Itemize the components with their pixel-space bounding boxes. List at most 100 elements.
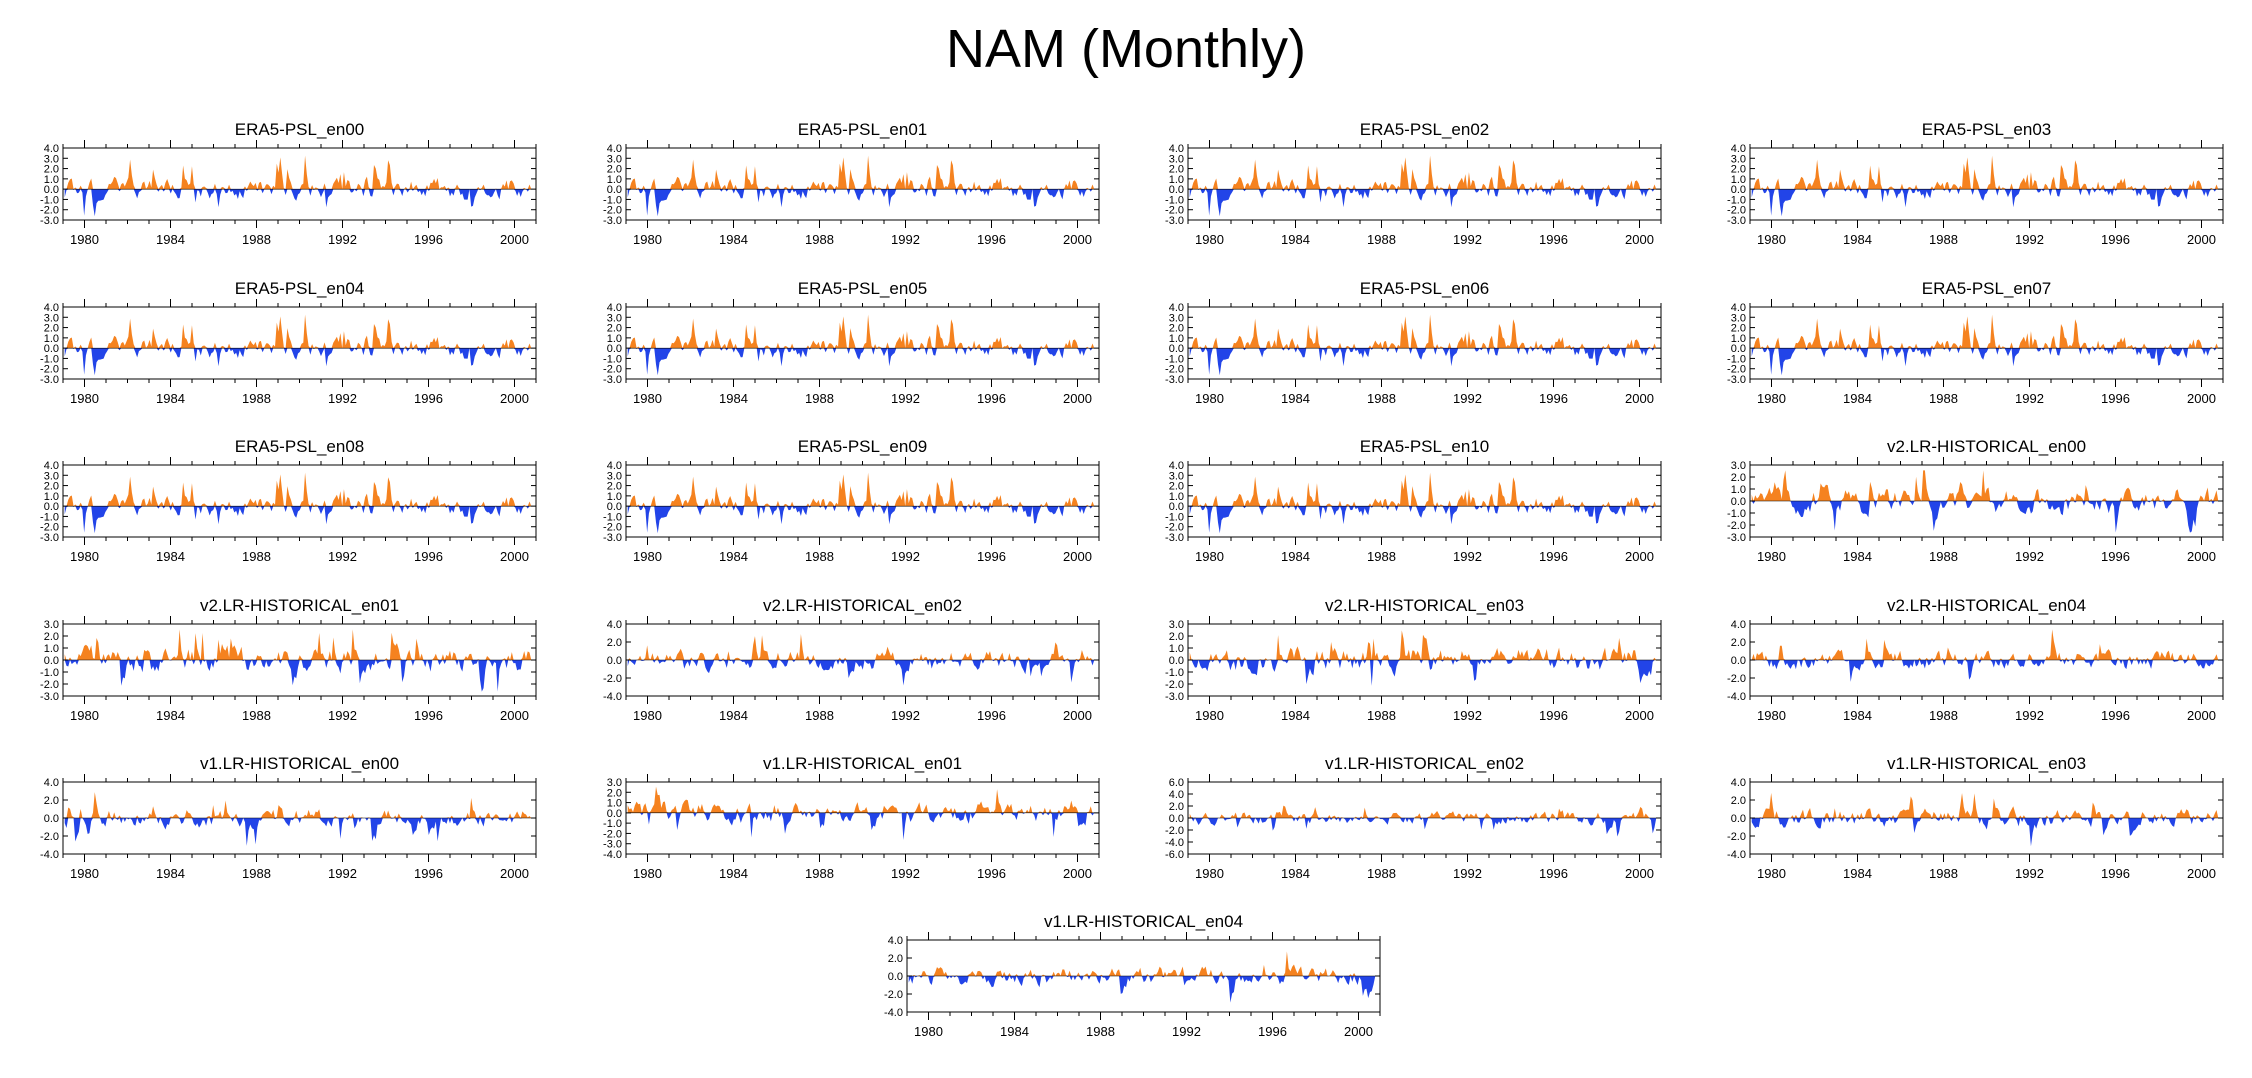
positive-area [64,792,532,818]
x-tick-label: 1992 [1172,1024,1201,1039]
positive-area [908,951,1376,976]
x-tick-label: 2000 [1063,708,1092,723]
y-tick-label: 0.0 [44,813,59,825]
x-tick-label: 2000 [500,866,529,881]
y-tick-label: 2.0 [1731,164,1746,176]
x-tick-label: 1984 [719,391,748,406]
chart-panel: ERA5-PSL_en07 -3.0-2.0-1.00.01.02.03.04.0… [1727,279,2224,406]
x-tick-label: 1984 [156,391,185,406]
x-tick-label: 1980 [70,866,99,881]
y-tick-label: 3.0 [44,153,59,165]
x-tick-label: 1988 [1929,708,1958,723]
y-tick-label: 1.0 [1731,174,1746,186]
x-tick-label: 2000 [500,549,529,564]
x-tick-label: 2000 [1625,866,1654,881]
x-tick-label: 1980 [1195,866,1224,881]
x-tick-label: 1980 [70,549,99,564]
y-tick-label: 3.0 [44,470,59,482]
plot-frame [625,781,1100,855]
panel-title: ERA5-PSL_en07 [1922,279,2051,298]
chart-panel: v2.LR-HISTORICAL_en02 -4.0 -2.0 0.0 2.0 4.0 19… [603,596,1100,723]
x-tick-label: 1980 [70,232,99,247]
x-tick-label: 1984 [1843,549,1872,564]
x-tick-label: 1980 [1195,232,1224,247]
x-tick-label: 1992 [1453,549,1482,564]
y-tick-label: -3.0 [40,532,59,544]
y-tick-label: 2.0 [44,481,59,493]
panel-title: v1.LR-HISTORICAL_en01 [763,754,962,773]
y-tick-label: 3.0 [607,777,622,789]
x-tick-label: 1996 [414,866,443,881]
y-tick-label: -2.0 [1165,825,1184,837]
x-tick-label: 1996 [977,391,1006,406]
y-tick-label: 1.0 [1169,491,1184,503]
x-tick-label: 1988 [1367,391,1396,406]
x-tick-label: 1996 [2101,549,2130,564]
x-tick-label: 1984 [156,549,185,564]
panel-title: v2.LR-HISTORICAL_en04 [1887,596,2086,615]
y-tick-label: -3.0 [603,374,622,386]
x-tick-label: 1992 [2015,391,2044,406]
x-tick-label: 1996 [1539,708,1568,723]
chart-panel: ERA5-PSL_en05 -3.0-2.0-1.00.01.02.03.04.0… [603,279,1100,406]
y-tick-label: 4.0 [44,777,59,789]
y-tick-label: 1.0 [1169,333,1184,345]
x-tick-label: 1984 [719,866,748,881]
x-tick-label: 1992 [328,549,357,564]
x-tick-label: 1992 [891,232,920,247]
negative-area [1189,348,1657,376]
x-tick-label: 1984 [1281,708,1310,723]
positive-area [64,314,532,349]
x-tick-label: 1992 [328,708,357,723]
y-tick-label: 1.0 [1731,333,1746,345]
y-tick-label: -1.0 [40,667,59,679]
x-tick-label: 1996 [2101,708,2130,723]
negative-area [627,812,1095,841]
panel-title: ERA5-PSL_en10 [1360,437,1489,456]
negative-area [64,506,532,534]
panel-title: ERA5-PSL_en02 [1360,120,1489,139]
y-tick-label: -1.0 [1727,353,1746,365]
chart-panel: v2.LR-HISTORICAL_en00-3.0-2.0-1.00.01.02… [1727,437,2224,564]
x-tick-label: 2000 [1625,549,1654,564]
x-tick-label: 1996 [1539,866,1568,881]
y-tick-label: -3.0 [40,691,59,703]
y-tick-label: -6.0 [1165,849,1184,861]
y-tick-label: -1.0 [40,194,59,206]
y-tick-label: -2.0 [884,989,903,1001]
y-tick-label: 0.0 [1731,343,1746,355]
y-tick-label: -3.0 [603,215,622,227]
x-tick-label: 1984 [719,549,748,564]
y-tick-label: 0.0 [1169,501,1184,513]
y-tick-label: -2.0 [1165,205,1184,217]
y-tick-label: 0.0 [1731,655,1746,667]
y-tick-label: 4.0 [1169,143,1184,155]
x-tick-label: 1996 [977,549,1006,564]
y-tick-label: -2.0 [40,679,59,691]
x-tick-label: 2000 [1063,549,1092,564]
negative-area [627,348,1095,376]
y-tick-label: 0.0 [607,808,622,820]
y-tick-label: -2.0 [1165,522,1184,534]
x-tick-label: 1984 [1281,549,1310,564]
negative-area [1751,501,2219,533]
plot-frame [1187,147,1662,221]
x-tick-label: 1984 [156,708,185,723]
x-tick-label: 1992 [1453,391,1482,406]
x-tick-label: 2000 [2187,232,2216,247]
x-tick-label: 1980 [1757,708,1786,723]
y-tick-label: -2.0 [1727,831,1746,843]
x-tick-label: 1988 [1929,391,1958,406]
y-tick-label: 2.0 [44,323,59,335]
plot-frame [62,147,537,221]
x-tick-label: 1992 [891,391,920,406]
y-tick-label: 2.0 [1731,637,1746,649]
y-tick-label: -3.0 [603,532,622,544]
x-tick-label: 2000 [1625,232,1654,247]
x-tick-label: 1992 [328,866,357,881]
y-tick-label: 3.0 [1169,153,1184,165]
y-tick-label: -3.0 [603,839,622,851]
x-tick-label: 1984 [156,232,185,247]
y-tick-label: 0.0 [44,655,59,667]
x-tick-label: 2000 [1063,391,1092,406]
